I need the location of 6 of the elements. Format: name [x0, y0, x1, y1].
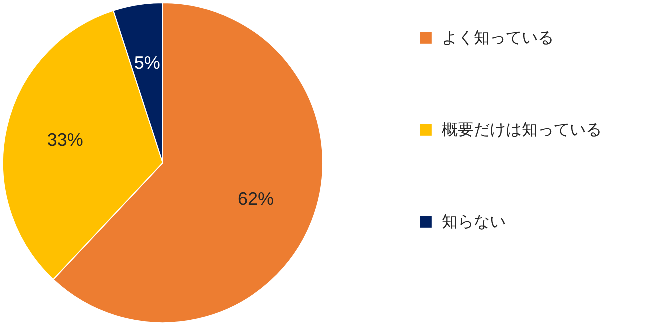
data-label: 33% [47, 130, 84, 150]
legend-label: 概要だけは知っている [442, 121, 602, 139]
data-label: 5% [134, 53, 160, 74]
legend-label: 知らない [442, 214, 506, 231]
data-label: 62% [238, 188, 274, 209]
legend-label: よく知っている [442, 30, 554, 47]
